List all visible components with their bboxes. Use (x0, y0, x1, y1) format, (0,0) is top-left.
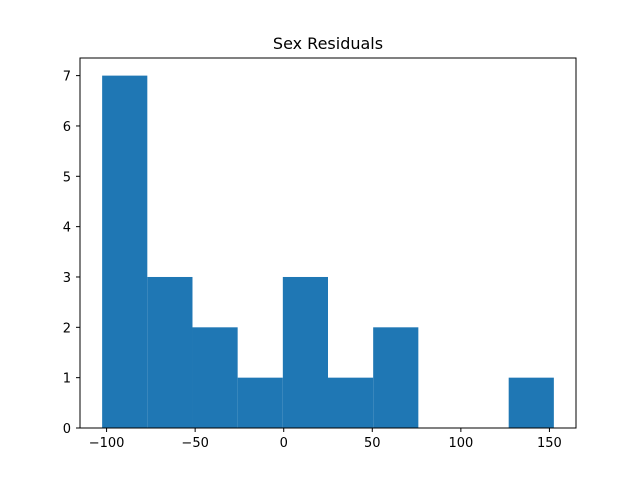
histogram-bar-1 (147, 276, 193, 428)
x-tick-label: −100 (89, 436, 125, 451)
histogram-bar-3 (237, 377, 283, 428)
histogram-bar-2 (192, 327, 238, 428)
y-tick-label: 0 (63, 422, 71, 437)
y-axis: 0 1 2 3 4 5 6 7 (63, 70, 80, 437)
plot-frame (79, 57, 577, 429)
x-tick-label: 100 (448, 436, 473, 451)
histogram-bar-5 (328, 377, 374, 428)
y-tick-label: 5 (63, 170, 71, 185)
y-tick-label: 6 (63, 120, 71, 135)
histogram-bar-9 (508, 377, 554, 428)
y-tick-label: 3 (63, 271, 71, 286)
chart-title: Sex Residuals (273, 34, 383, 53)
x-tick-label: 50 (364, 436, 381, 451)
y-tick-label: 7 (63, 70, 71, 85)
x-tick-label: 0 (280, 436, 288, 451)
histogram-bar-0 (102, 75, 148, 428)
histogram-bar-4 (282, 276, 328, 428)
y-tick-label: 2 (63, 321, 71, 336)
x-axis: −100 −50 0 50 100 150 (89, 428, 562, 451)
y-tick-label: 1 (63, 372, 71, 387)
bars-group (102, 75, 554, 428)
y-tick-label: 4 (63, 221, 71, 236)
x-tick-label: 150 (537, 436, 562, 451)
x-tick-label: −50 (181, 436, 208, 451)
histogram-bar-6 (373, 327, 419, 428)
